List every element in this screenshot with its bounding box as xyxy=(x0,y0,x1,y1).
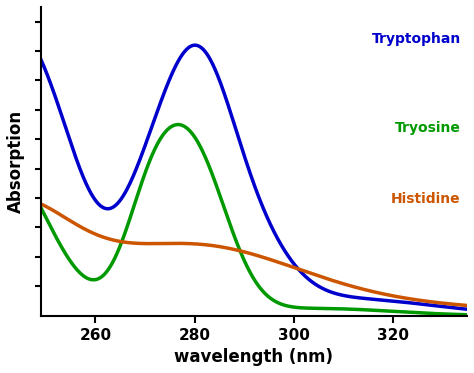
Text: Histidine: Histidine xyxy=(391,192,461,206)
X-axis label: wavelength (nm): wavelength (nm) xyxy=(174,348,334,366)
Text: Tryptophan: Tryptophan xyxy=(372,32,461,46)
Y-axis label: Absorption: Absorption xyxy=(7,110,25,213)
Text: Tryosine: Tryosine xyxy=(395,121,461,135)
